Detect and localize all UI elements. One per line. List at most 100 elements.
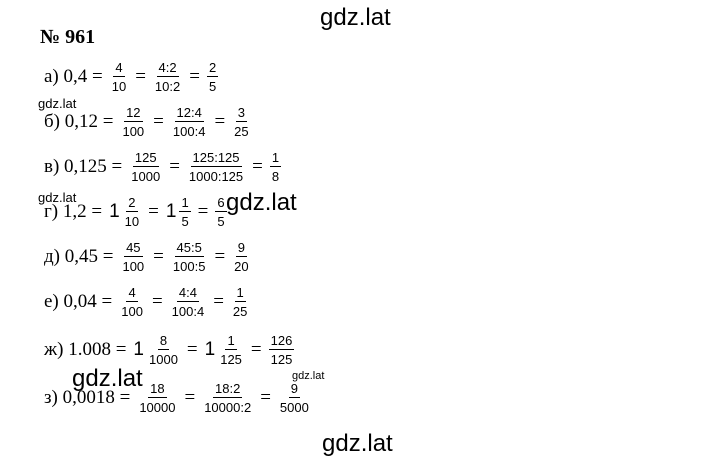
text: = (153, 246, 164, 267)
watermark: gdz.lat (322, 430, 393, 457)
denominator: 100:4 (172, 124, 206, 139)
denominator: 8 (271, 169, 280, 184)
solution-line: а) 0,4 = 4 10 = 4:2 10:2 = 2 5 (40, 60, 221, 94)
numerator: 1 (234, 285, 246, 302)
numerator: 3 (235, 105, 247, 122)
text: = (189, 66, 200, 87)
fraction: 45:5 100:5 (171, 240, 208, 274)
denominator: 100 (122, 259, 145, 274)
fraction: 126 125 (268, 333, 295, 367)
numerator: 2 (126, 195, 138, 212)
fraction: 4 100 (119, 285, 145, 319)
text: = (169, 156, 180, 177)
fraction: 45 100 (120, 240, 146, 274)
numerator: 6 (215, 195, 227, 212)
numerator: 9 (288, 381, 300, 398)
solution-line: б) 0,12 = 12 100 = 12:4 100:4 = 3 25 (40, 105, 254, 139)
numerator: 45 (124, 240, 143, 257)
whole-part: 1 (165, 201, 177, 222)
numerator: 18 (148, 381, 167, 398)
numerator: 45:5 (174, 240, 204, 257)
text: = (252, 156, 263, 177)
watermark: gdz.lat (38, 96, 77, 111)
solution-line: д) 0,45 = 45 100 = 45:5 100:5 = 9 20 (40, 240, 254, 274)
text: = (184, 387, 196, 408)
numerator: 4:4 (176, 285, 199, 302)
text: = (214, 246, 226, 267)
whole-part: 1 (109, 201, 120, 222)
text: = (214, 111, 226, 132)
denominator: 5 (208, 79, 217, 94)
numerator: 18:2 (213, 381, 243, 398)
watermark: gdz.lat (320, 4, 391, 31)
text: = (135, 66, 146, 87)
text: а) 0,4 = (44, 66, 103, 87)
text: = (250, 339, 262, 360)
text: = (213, 291, 224, 312)
numerator: 126 (268, 333, 295, 350)
fraction: 9 20 (232, 240, 250, 274)
fraction: 4:2 10:2 (153, 60, 182, 94)
denominator: 100 (121, 304, 143, 319)
numerator: 4:2 (156, 60, 179, 77)
fraction: 4:4 100:4 (170, 285, 207, 319)
fraction: 3 25 (232, 105, 250, 139)
numerator: 2 (206, 60, 219, 77)
denominator: 125 (220, 352, 242, 367)
denominator: 1000 (131, 169, 161, 184)
fraction: 12 100 (120, 105, 146, 139)
whole-part: 1 (204, 339, 216, 360)
text: е) 0,04 = (44, 291, 113, 312)
text: в) 0,125 = (44, 156, 123, 177)
fraction: 4 10 (110, 60, 128, 94)
denominator: 5 (217, 214, 225, 229)
denominator: 10 (111, 79, 127, 94)
denominator: 125 (270, 352, 293, 367)
fraction: 125:125 1000:125 (187, 150, 245, 184)
solution-line: е) 0,04 = 4 100 = 4:4 100:4 = 1 25 (40, 285, 252, 319)
fraction: 18:2 10000:2 (202, 381, 253, 415)
solution-line: ж) 1.008 = 1 8 1000 = 1 1 125 = 126 125 (40, 333, 297, 367)
watermark: gdz.lat (226, 189, 297, 216)
text: д) 0,45 = (44, 246, 114, 267)
text: = (153, 111, 164, 132)
denominator: 100:4 (171, 304, 205, 319)
numerator: 8 (157, 333, 170, 350)
denominator: 1000 (149, 352, 178, 367)
heading: № 961 (40, 26, 96, 48)
denominator: 25 (234, 124, 249, 139)
text: = (148, 201, 159, 222)
numerator: 1 (225, 333, 237, 350)
numerator: 1 (179, 195, 191, 212)
watermark: gdz.lat (292, 370, 325, 382)
fraction: 1 125 (218, 333, 244, 367)
denominator: 5000 (279, 400, 309, 415)
numerator: 12:4 (174, 105, 204, 122)
numerator: 12 (124, 105, 143, 122)
denominator: 10 (124, 214, 140, 229)
text: б) 0,12 = (44, 111, 114, 132)
solution-line: з) 0,0018 = 18 10000 = 18:2 10000:2 = 9 5000 (40, 381, 314, 415)
denominator: 10:2 (154, 79, 181, 94)
denominator: 5 (181, 214, 189, 229)
solution-line: г) 1,2 = 1 2 10 = 1 1 5 = 6 5 (40, 195, 230, 229)
denominator: 10000 (139, 400, 176, 415)
text: ж) 1.008 = (44, 339, 127, 360)
denominator: 20 (234, 259, 249, 274)
numerator: 125 (132, 150, 159, 167)
numerator: 9 (235, 240, 247, 257)
watermark: gdz.lat (72, 365, 143, 392)
denominator: 25 (232, 304, 248, 319)
denominator: 10000:2 (204, 400, 252, 415)
fraction: 1 25 (231, 285, 249, 319)
numerator: 4 (113, 60, 125, 77)
whole-part: 1 (133, 339, 144, 360)
fraction: 125 1000 (129, 150, 162, 184)
numerator: 125:125 (190, 150, 242, 167)
fraction: 2 10 (123, 195, 141, 229)
solution-line: в) 0,125 = 125 1000 = 125:125 1000:125 = 1 8 (40, 150, 284, 184)
text: = (186, 339, 198, 360)
